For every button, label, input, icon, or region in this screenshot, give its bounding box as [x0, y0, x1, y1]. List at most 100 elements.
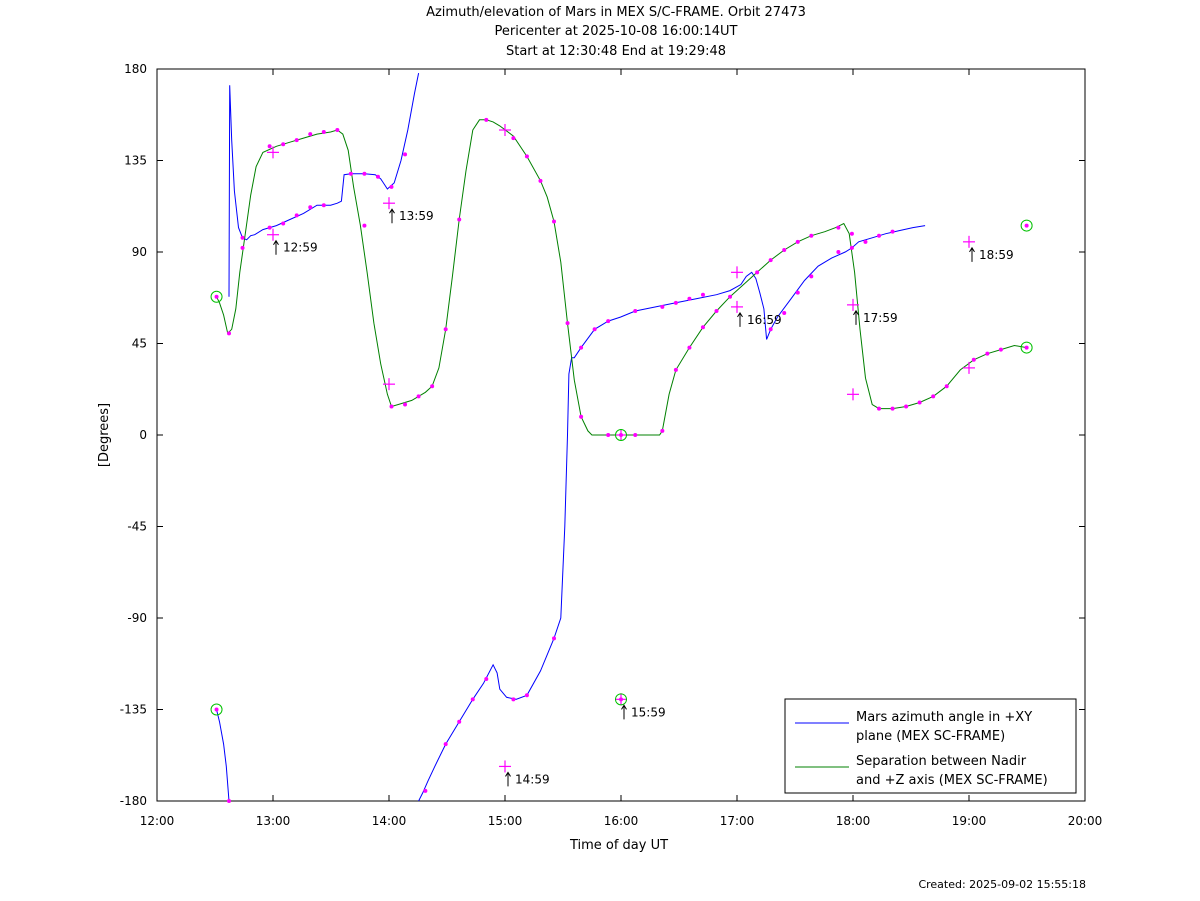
created-timestamp: Created: 2025-09-02 15:55:18 — [918, 878, 1086, 891]
data-dot — [700, 325, 705, 330]
time-annotation-label: 13:59 — [399, 209, 434, 223]
data-dot — [863, 239, 868, 244]
data-dot — [768, 258, 773, 263]
data-dot — [267, 225, 272, 230]
hour-cross-marker — [963, 361, 975, 374]
series-0-line — [228, 73, 420, 297]
data-dot — [321, 130, 326, 135]
data-dot — [375, 174, 380, 179]
data-dot — [606, 319, 611, 324]
data-dot — [511, 697, 516, 702]
event-circle-marker — [615, 693, 627, 706]
data-dot — [660, 428, 665, 433]
y-tick-label: -135 — [120, 703, 147, 717]
data-dot — [849, 245, 854, 250]
event-circle-marker — [615, 429, 627, 441]
time-annotation-label: 16:59 — [747, 313, 782, 327]
data-dot — [931, 394, 936, 399]
data-dot — [281, 142, 286, 147]
y-tick-label: -180 — [120, 794, 147, 808]
data-dot — [484, 677, 489, 681]
data-dot — [890, 406, 895, 411]
data-dot — [728, 294, 733, 299]
x-axis-label: Time of day UT — [569, 838, 668, 853]
y-tick-label: 135 — [124, 154, 147, 168]
data-dot — [308, 132, 313, 137]
data-dot — [362, 223, 367, 228]
data-dot — [457, 217, 462, 222]
data-dot — [809, 274, 814, 279]
data-dot — [443, 742, 448, 747]
time-annotation-label: 12:59 — [283, 241, 318, 255]
time-annotation: 14:59 — [505, 771, 550, 787]
chart-title: Azimuth/elevation of Mars in MEX S/C-FRA… — [426, 5, 806, 20]
data-dot — [348, 171, 353, 176]
data-dot — [782, 311, 787, 315]
data-dot — [552, 219, 557, 224]
data-dot — [971, 357, 976, 362]
data-dot — [768, 327, 773, 332]
data-dot — [423, 788, 428, 793]
data-dot — [321, 203, 326, 208]
hour-cross-marker — [267, 228, 279, 241]
time-annotation: 13:59 — [389, 208, 434, 224]
data-dot — [714, 308, 719, 313]
data-dot — [240, 245, 245, 250]
time-annotation-label: 17:59 — [863, 311, 898, 325]
y-tick-label: -90 — [127, 611, 147, 625]
data-dot — [524, 693, 529, 698]
legend-label-0: Mars azimuth angle in +XY plane (MEX SC-F… — [856, 710, 1032, 744]
series-0-line — [216, 709, 230, 802]
data-dot — [904, 404, 909, 409]
data-dot — [416, 394, 421, 399]
x-tick-label: 19:00 — [952, 814, 987, 828]
data-dot — [389, 404, 394, 409]
data-dot — [227, 799, 232, 803]
data-dot — [470, 697, 475, 702]
hour-cross-marker — [963, 235, 975, 248]
y-axis-label: [Degrees] — [97, 403, 112, 467]
hour-cross-marker — [499, 124, 511, 136]
data-dot — [308, 205, 313, 210]
hour-cross-marker — [847, 298, 859, 311]
y-tick-label: 0 — [139, 428, 147, 442]
data-dot — [998, 347, 1003, 352]
data-dot — [457, 719, 462, 724]
legend-label-1: Separation between Nadir and +Z axis (MEX… — [856, 754, 1048, 788]
data-dot — [890, 229, 895, 234]
hour-cross-marker — [847, 388, 859, 401]
x-tick-label: 13:00 — [256, 814, 291, 828]
data-dot — [403, 402, 408, 407]
data-dot — [227, 331, 232, 336]
data-dot — [755, 270, 760, 275]
legend: Mars azimuth angle in +XY plane (MEX SC-F… — [784, 698, 1077, 794]
data-dot — [443, 327, 448, 332]
data-dot — [267, 144, 272, 149]
time-annotation: 16:59 — [737, 311, 782, 327]
data-dot — [524, 154, 529, 159]
event-circle-marker — [1020, 341, 1033, 354]
hour-cross-marker — [499, 760, 511, 773]
data-dot — [985, 351, 990, 356]
chart-range: Start at 12:30:48 End at 19:29:48 — [505, 44, 727, 59]
data-dot — [782, 247, 787, 252]
data-dot — [660, 304, 665, 309]
x-tick-label: 18:00 — [836, 814, 871, 828]
data-dot — [240, 235, 245, 240]
y-tick-label: 180 — [124, 62, 147, 76]
data-dot — [294, 213, 299, 218]
data-dot — [511, 136, 516, 141]
y-tick-label: -45 — [127, 520, 147, 534]
time-annotation: 12:59 — [273, 239, 318, 255]
y-tick-label: 45 — [132, 337, 147, 351]
data-dot — [944, 384, 949, 389]
data-dot — [673, 367, 678, 372]
time-annotation: 18:59 — [969, 246, 1014, 262]
data-dot — [687, 345, 692, 350]
data-dot — [795, 290, 800, 295]
event-circle-marker — [1020, 219, 1033, 232]
time-annotation-label: 18:59 — [979, 248, 1014, 262]
data-dot — [538, 178, 543, 183]
x-tick-label: 15:00 — [488, 814, 523, 828]
